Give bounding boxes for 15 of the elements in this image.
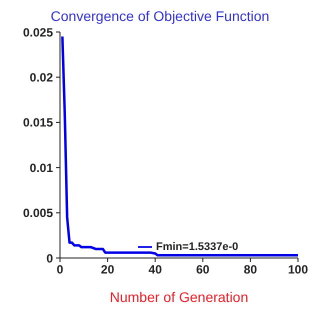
x-tick-label: 80 xyxy=(244,262,258,277)
x-tick-label: 40 xyxy=(148,262,162,277)
x-tick-label: 60 xyxy=(196,262,210,277)
y-tick-label: 0.02 xyxy=(30,70,54,84)
y-tick-label: 0.025 xyxy=(22,25,54,40)
x-tick-label: 0 xyxy=(56,262,64,277)
y-tick-label: 0.005 xyxy=(22,206,54,220)
chart-title: Convergence of Objective Function xyxy=(50,8,270,26)
x-tick-label: 20 xyxy=(100,262,115,277)
x-axis-title: Number of Generation xyxy=(110,289,248,305)
y-tick-label: 0.01 xyxy=(30,160,54,175)
y-tick-label: 0.015 xyxy=(22,116,54,130)
x-tick-label: 100 xyxy=(288,262,308,277)
y-tick-label: 0 xyxy=(46,251,54,266)
legend-label: Fmin=1.5337e-0 xyxy=(156,240,238,253)
